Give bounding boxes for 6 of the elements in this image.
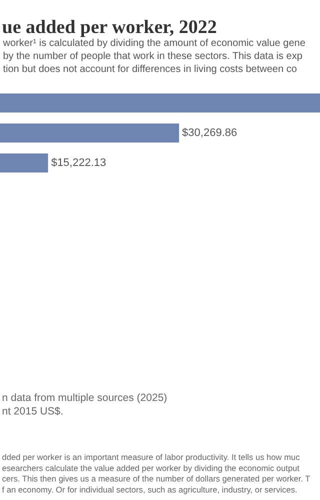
data-label: $30,269.86 bbox=[182, 127, 238, 139]
chart-title: ue added per worker, 2022 bbox=[2, 17, 217, 38]
text: dded per worker is an important measure of labor productivity. It tells us how muc esearchers calculate the value added per worker by dividing the economic output cers. This then gives us a measure of the number of dollars generated per worker. T f an economy. Or for individual sectors, such as agriculture, industry, or services. bbox=[2, 452, 310, 494]
text: n data from multiple sources (2025) nt 2015 US$. bbox=[2, 392, 168, 418]
chart-subtitle: worker¹ is calculated by dividing the amount of economic value gene by the number of people that work in these sectors. This data is exp tion but does not account for differences in living costs between co bbox=[2, 38, 306, 75]
data-label: $15,222.13 bbox=[51, 157, 106, 169]
